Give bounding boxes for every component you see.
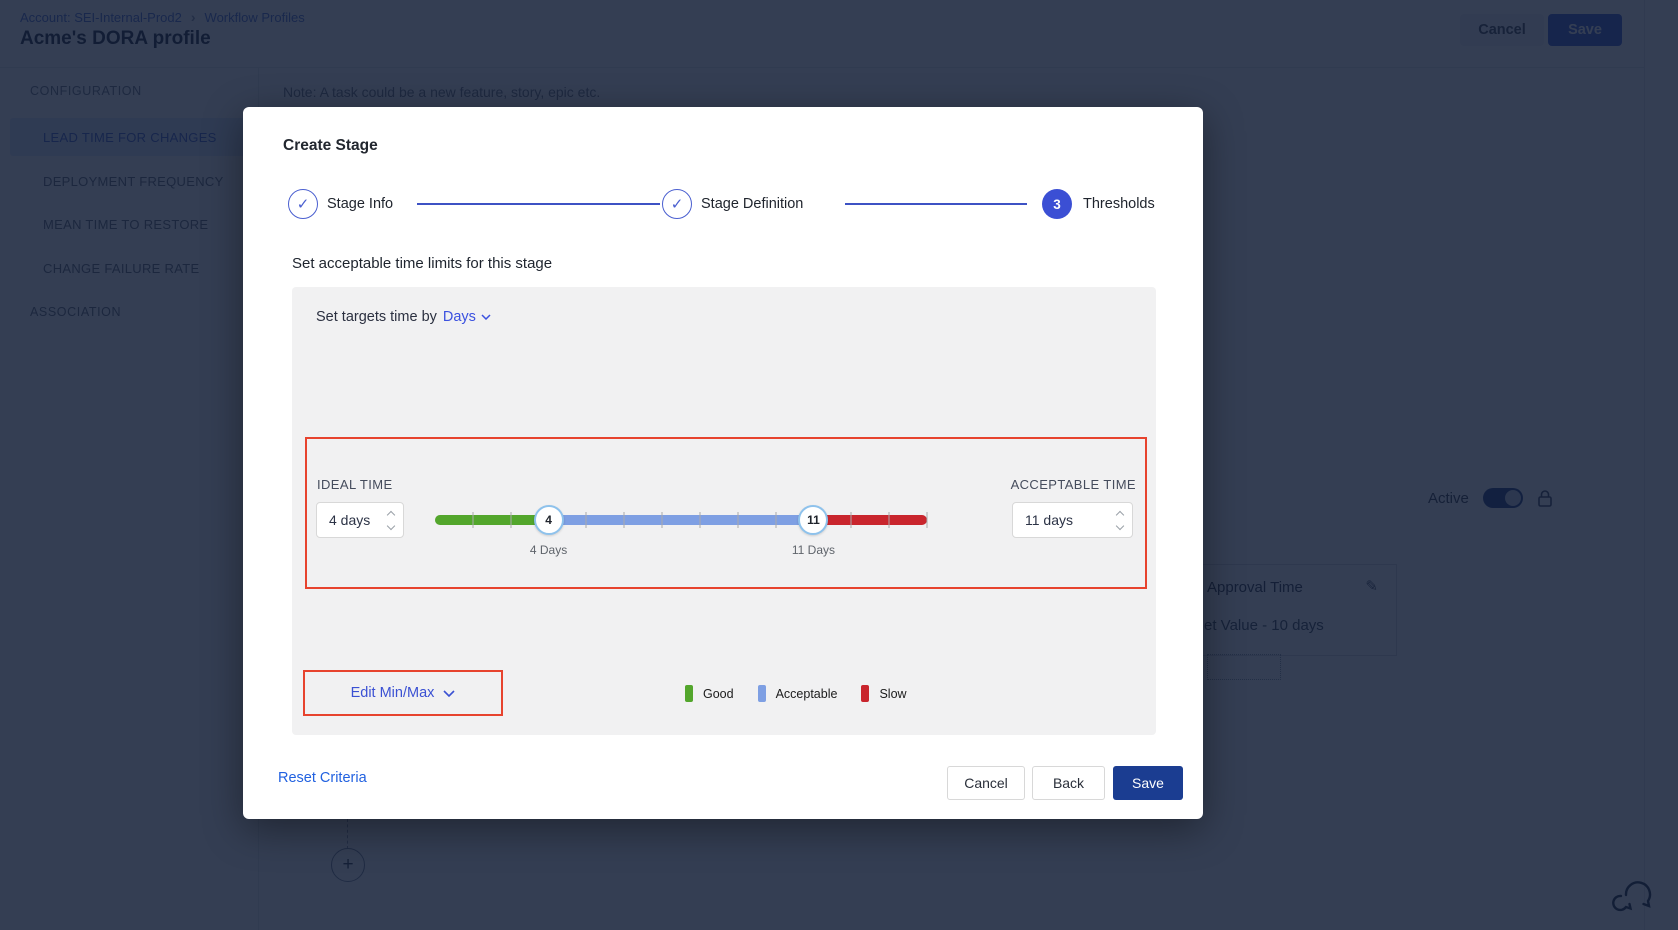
spinner-up-icon[interactable] [386, 510, 396, 519]
spinner-up-icon[interactable] [1115, 510, 1125, 519]
step-stage-definition-check-icon: ✓ [662, 189, 692, 219]
modal-subtitle: Set acceptable time limits for this stag… [292, 255, 553, 272]
legend-item-slow: Slow [861, 685, 907, 702]
acceptable-time-value: 11 days [1025, 512, 1073, 528]
edit-minmax-label: Edit Min/Max [350, 685, 435, 701]
target-time-prefix: Set targets time by [316, 309, 437, 325]
chevron-down-icon [481, 314, 491, 320]
stepper-line-1 [417, 203, 660, 205]
threshold-slider[interactable]: 4 4 Days 11 11 Days [435, 499, 928, 563]
slider-handle-acceptable-label: 11 Days [791, 543, 836, 557]
target-time-row: Set targets time by Days [316, 309, 491, 325]
legend-swatch-acceptable [757, 685, 766, 702]
stepper-line-2 [845, 203, 1027, 205]
chevron-down-icon [443, 689, 455, 697]
modal-save-button[interactable]: Save [1113, 766, 1183, 800]
slider-handle-ideal[interactable]: 4 4 Days [530, 505, 567, 557]
legend-item-acceptable: Acceptable [757, 685, 838, 702]
legend-swatch-slow [861, 685, 870, 702]
reset-criteria-link[interactable]: Reset Criteria [278, 770, 367, 786]
modal-cancel-button[interactable]: Cancel [947, 766, 1025, 800]
target-unit-value: Days [442, 309, 476, 325]
acceptable-time-label: ACCEPTABLE TIME [1010, 477, 1136, 492]
legend-label-good: Good [703, 686, 734, 701]
slider-handle-acceptable[interactable]: 11 11 Days [792, 505, 835, 557]
slider-handle-ideal-value: 4 [545, 513, 552, 527]
thresholds-highlight-outline [305, 437, 1147, 589]
step-thresholds-label: Thresholds [1083, 196, 1155, 212]
step-thresholds-number: 3 [1042, 189, 1072, 219]
acceptable-time-input[interactable]: 11 days [1012, 502, 1133, 538]
slider-track[interactable] [435, 515, 927, 525]
create-stage-modal: Create Stage ✓ Stage Info ✓ Stage Defini… [243, 107, 1203, 819]
step-stage-info-label: Stage Info [327, 196, 394, 212]
thresholds-panel: Set targets time by Days IDEAL TIME ACCE… [292, 287, 1156, 735]
ideal-time-value: 4 days [329, 512, 371, 528]
legend-swatch-good [685, 685, 693, 702]
modal-title: Create Stage [283, 137, 378, 154]
target-unit-dropdown[interactable]: Days [443, 309, 491, 325]
acceptable-spinner[interactable] [1115, 503, 1125, 537]
threshold-legend: Good Acceptable Slow [685, 685, 907, 702]
slider-handle-acceptable-value: 11 [807, 513, 820, 527]
ideal-spinner[interactable] [386, 503, 396, 537]
spinner-down-icon[interactable] [386, 521, 396, 530]
legend-label-slow: Slow [879, 686, 907, 701]
modal-back-button[interactable]: Back [1032, 766, 1105, 800]
legend-item-good: Good [685, 685, 734, 702]
ideal-time-input[interactable]: 4 days [316, 502, 404, 538]
edit-minmax-outline: Edit Min/Max [303, 670, 503, 716]
step-stage-info-check-icon: ✓ [288, 189, 318, 219]
spinner-down-icon[interactable] [1115, 521, 1125, 530]
slider-handle-ideal-label: 4 Days [529, 543, 568, 557]
step-stage-definition-label: Stage Definition [701, 196, 804, 212]
edit-minmax-button[interactable]: Edit Min/Max [351, 685, 456, 701]
legend-label-acceptable: Acceptable [775, 686, 838, 701]
ideal-time-label: IDEAL TIME [317, 477, 393, 492]
